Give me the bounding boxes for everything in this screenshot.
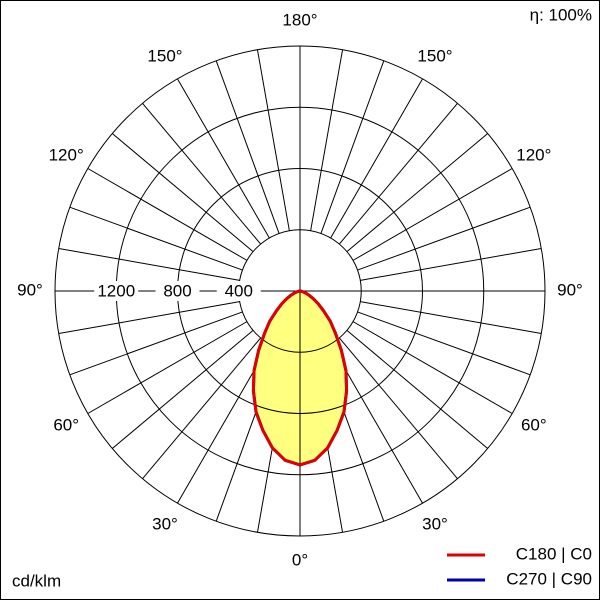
r-tick-label: 800 [163, 281, 191, 300]
angle-label: 60° [53, 415, 79, 434]
legend-label: C270 | C90 [506, 569, 592, 588]
label-bg [94, 281, 139, 301]
angle-label: 180° [282, 10, 317, 29]
spoke [320, 60, 385, 234]
spoke [357, 311, 531, 376]
angle-label: 150° [417, 47, 452, 66]
angle-label: 90° [17, 280, 43, 299]
angle-label: 30° [422, 514, 448, 533]
angle-label: 0° [292, 550, 308, 569]
spoke [330, 78, 423, 239]
spoke [215, 60, 280, 234]
intensity-curve [251, 289, 301, 467]
label-bg [216, 281, 261, 301]
spoke [346, 329, 489, 449]
spoke [360, 301, 542, 335]
angle-label: 30° [152, 514, 178, 533]
spoke [69, 311, 243, 376]
spoke [87, 168, 248, 261]
intensity-curve [299, 289, 349, 467]
spoke [346, 133, 489, 253]
spoke [69, 206, 243, 271]
spoke [338, 337, 458, 480]
efficiency-label: η: 100% [530, 5, 592, 24]
spoke [58, 301, 240, 335]
legend-label: C180 | C0 [516, 544, 592, 563]
r-tick-label: 1200 [97, 281, 135, 300]
spoke [360, 247, 542, 281]
spoke [111, 329, 254, 449]
spoke [87, 321, 248, 414]
spoke [310, 49, 344, 231]
angle-label: 120° [516, 145, 551, 164]
spoke [111, 133, 254, 253]
angle-label: 90° [557, 280, 583, 299]
angle-label: 150° [147, 47, 182, 66]
label-bg [155, 281, 200, 301]
spoke [177, 78, 270, 239]
angle-label: 60° [521, 415, 547, 434]
spoke [58, 247, 240, 281]
spoke [357, 206, 531, 271]
spoke [338, 102, 458, 245]
spoke [352, 321, 513, 414]
unit-label: cd/klm [12, 571, 61, 590]
angle-label: 120° [49, 145, 84, 164]
spoke [256, 49, 290, 231]
spoke [142, 102, 262, 245]
r-tick-label: 400 [225, 281, 253, 300]
spoke [142, 337, 262, 480]
spoke [352, 168, 513, 261]
